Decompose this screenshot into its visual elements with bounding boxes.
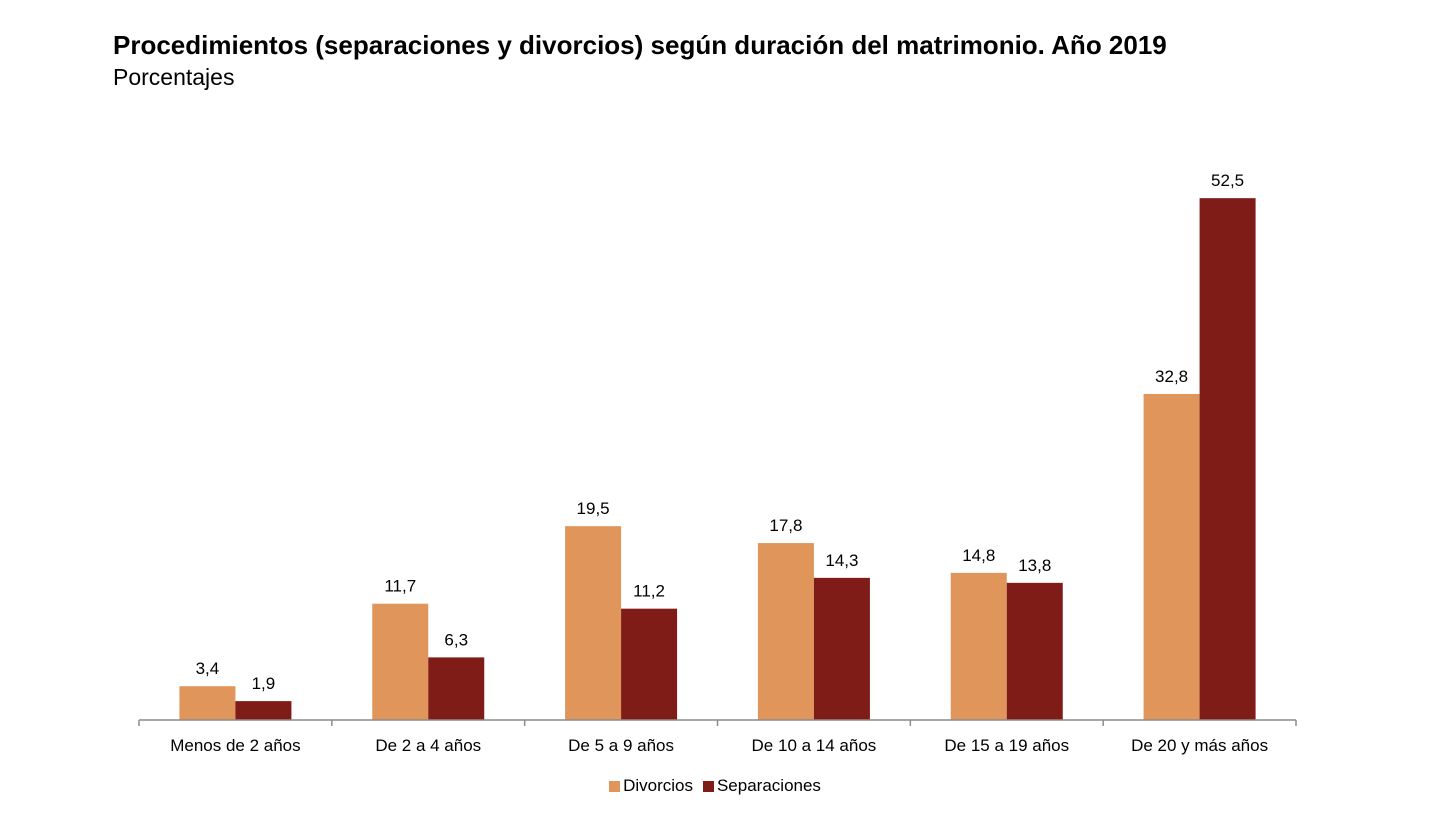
bar-separaciones	[235, 701, 292, 720]
x-tick-label: De 10 a 14 años	[752, 736, 877, 755]
legend-swatch-divorcios	[609, 780, 621, 792]
bar-separaciones	[621, 608, 678, 720]
bar-separaciones	[1006, 582, 1063, 720]
legend-item-divorcios: Divorcios	[609, 776, 693, 796]
data-label: 1,9	[252, 674, 276, 693]
data-label: 19,5	[577, 499, 610, 518]
x-tick-label: De 15 a 19 años	[944, 736, 1069, 755]
data-label: 14,8	[962, 546, 995, 565]
legend: Divorcios Separaciones	[0, 776, 1430, 796]
data-label: 14,3	[825, 551, 858, 570]
data-label: 6,3	[444, 630, 468, 649]
bar-divorcios	[372, 603, 429, 720]
bar-separaciones	[428, 657, 485, 720]
bar-divorcios	[1143, 393, 1200, 720]
bar-divorcios	[179, 686, 236, 720]
data-label: 3,4	[196, 659, 220, 678]
data-label: 13,8	[1018, 556, 1051, 575]
bar-divorcios	[757, 543, 814, 720]
legend-label: Separaciones	[716, 776, 821, 795]
data-label: 32,8	[1155, 367, 1188, 386]
chart-subtitle: Porcentajes	[113, 64, 235, 90]
data-label: 11,7	[384, 577, 416, 596]
legend-item-separaciones: Separaciones	[702, 776, 821, 796]
data-label: 11,2	[633, 582, 665, 601]
bar-separaciones	[813, 577, 870, 720]
x-tick-label: Menos de 2 años	[170, 736, 300, 755]
data-label: 17,8	[769, 516, 802, 535]
bar-divorcios	[950, 572, 1007, 720]
x-tick-label: De 20 y más años	[1131, 736, 1268, 755]
x-tick-label: De 5 a 9 años	[568, 736, 674, 755]
bar-separaciones	[1199, 198, 1256, 720]
data-label: 52,5	[1211, 171, 1244, 190]
legend-swatch-separaciones	[702, 780, 714, 792]
legend-label: Divorcios	[623, 776, 693, 795]
bar-divorcios	[565, 526, 622, 720]
chart-title: Procedimientos (separaciones y divorcios…	[113, 30, 1167, 60]
x-tick-label: De 2 a 4 años	[375, 736, 481, 755]
